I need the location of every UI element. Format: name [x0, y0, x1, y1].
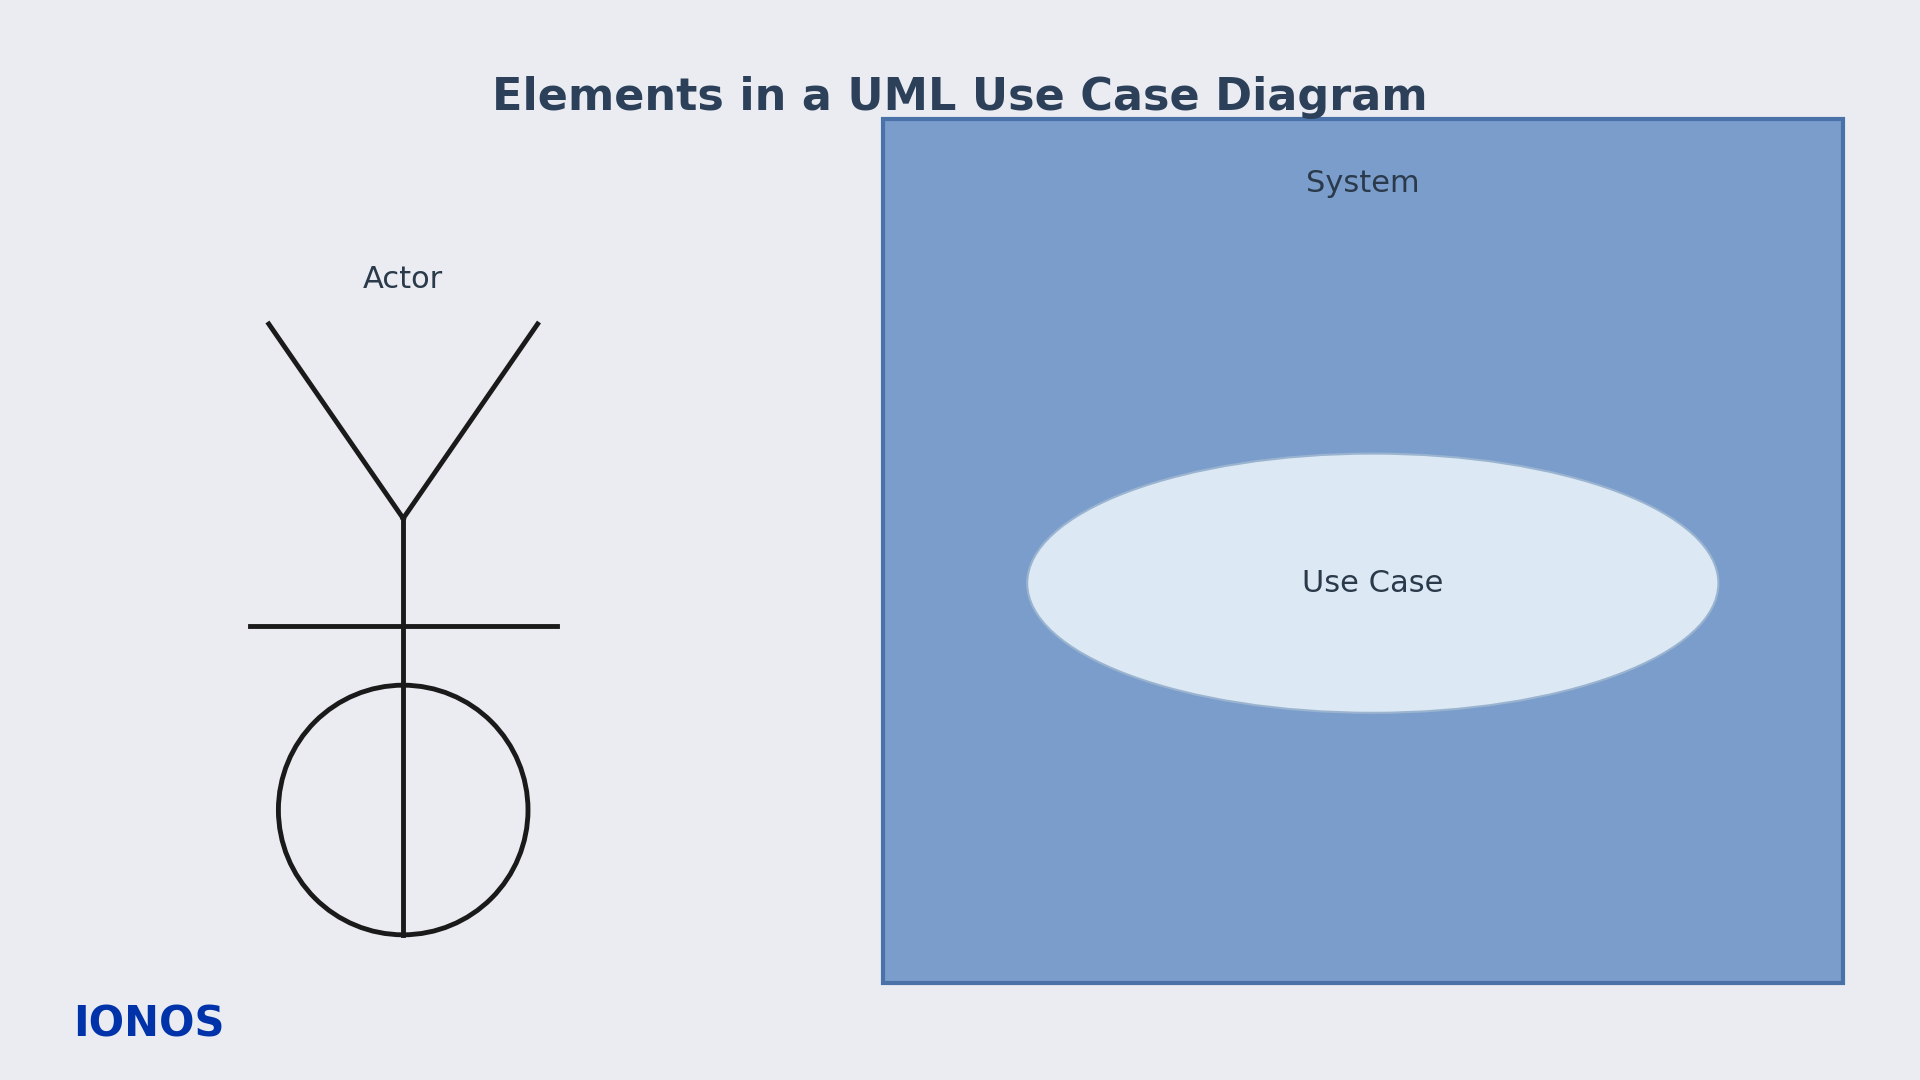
Ellipse shape: [1027, 454, 1718, 713]
FancyBboxPatch shape: [883, 119, 1843, 983]
Text: Actor: Actor: [363, 265, 444, 294]
Text: Elements in a UML Use Case Diagram: Elements in a UML Use Case Diagram: [492, 76, 1428, 119]
Text: Use Case: Use Case: [1302, 569, 1444, 597]
Text: System: System: [1306, 170, 1421, 198]
Text: IONOS: IONOS: [73, 1003, 225, 1045]
